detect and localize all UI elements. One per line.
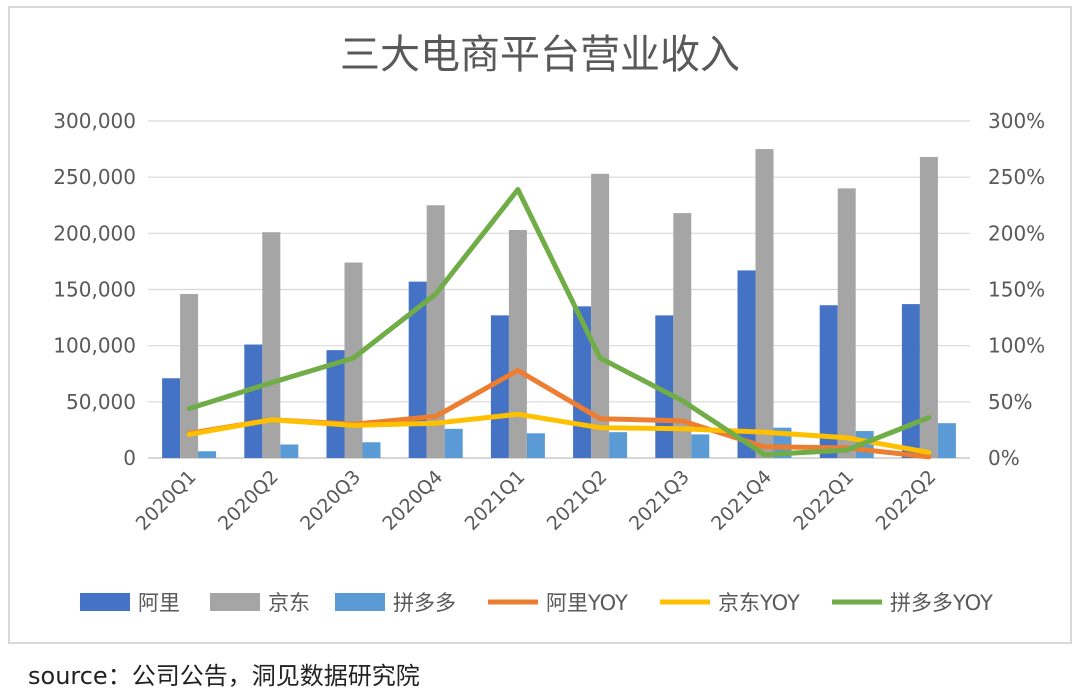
bar-京东 [591, 173, 610, 458]
bar-阿里 [162, 378, 181, 458]
x-tick-label: 2022Q2 [872, 466, 941, 535]
x-tick-label: 2020Q3 [296, 466, 365, 535]
legend-swatch [210, 593, 260, 611]
legend-label: 京东YOY [718, 591, 800, 615]
y-left-tick-label: 0 [123, 446, 136, 470]
bar-拼多多 [937, 423, 956, 458]
bar-拼多多 [609, 432, 628, 458]
bar-阿里 [326, 350, 345, 458]
bar-阿里 [244, 344, 263, 458]
bar-京东 [262, 232, 281, 458]
x-tick-label: 2021Q3 [625, 466, 694, 535]
bar-拼多多 [444, 428, 463, 458]
y-right-tick-label: 0% [988, 446, 1020, 470]
y-left-tick-label: 50,000 [66, 390, 136, 414]
y-right-tick-label: 100% [988, 334, 1045, 358]
y-left-tick-label: 100,000 [53, 334, 136, 358]
bar-阿里 [819, 305, 838, 458]
bar-阿里 [408, 281, 427, 458]
line-阿里YOY [186, 367, 932, 460]
bar-阿里 [573, 306, 592, 458]
bar-拼多多 [198, 451, 217, 458]
y-left-tick-label: 150,000 [53, 278, 136, 302]
bar-阿里 [901, 304, 920, 458]
line-拼多多YOY [186, 187, 932, 458]
line-京东YOY [186, 411, 932, 455]
legend-swatch [80, 593, 130, 611]
legend-label: 拼多多YOY [890, 591, 993, 615]
bar-拼多多 [362, 442, 381, 458]
x-tick-label: 2021Q4 [707, 466, 776, 535]
chart-title: 三大电商平台营业收入 [340, 32, 740, 78]
legend-label: 京东 [268, 591, 310, 615]
source-note: source：公司公告，洞见数据研究院 [28, 662, 420, 690]
x-tick-label: 2021Q2 [543, 466, 612, 535]
bar-京东 [755, 149, 774, 459]
y-right-tick-label: 250% [988, 165, 1045, 189]
legend-swatch [335, 593, 385, 611]
bar-京东 [426, 205, 445, 458]
y-left-tick-label: 300,000 [53, 109, 136, 133]
y-right-tick-label: 300% [988, 109, 1045, 133]
y-left-tick-label: 200,000 [53, 221, 136, 245]
bar-拼多多 [691, 434, 710, 458]
legend-label: 阿里 [138, 591, 180, 615]
legend-label: 阿里YOY [546, 591, 628, 615]
bar-京东 [919, 156, 938, 459]
x-tick-label: 2021Q1 [461, 466, 530, 535]
legend-label: 拼多多 [393, 591, 456, 615]
bar-阿里 [737, 270, 756, 458]
x-tick-label: 2020Q4 [378, 466, 447, 535]
bar-阿里 [490, 315, 509, 458]
y-right-tick-label: 150% [988, 278, 1045, 302]
x-tick-label: 2020Q1 [132, 466, 201, 535]
bar-京东 [837, 188, 856, 458]
bar-京东 [508, 229, 527, 458]
y-left-tick-label: 250,000 [53, 165, 136, 189]
bar-京东 [180, 293, 199, 458]
y-right-tick-label: 50% [988, 390, 1032, 414]
x-tick-label: 2020Q2 [214, 466, 283, 535]
bar-拼多多 [526, 433, 545, 458]
x-tick-label: 2022Q1 [789, 466, 858, 535]
bar-拼多多 [280, 444, 299, 458]
y-right-tick-label: 200% [988, 221, 1045, 245]
